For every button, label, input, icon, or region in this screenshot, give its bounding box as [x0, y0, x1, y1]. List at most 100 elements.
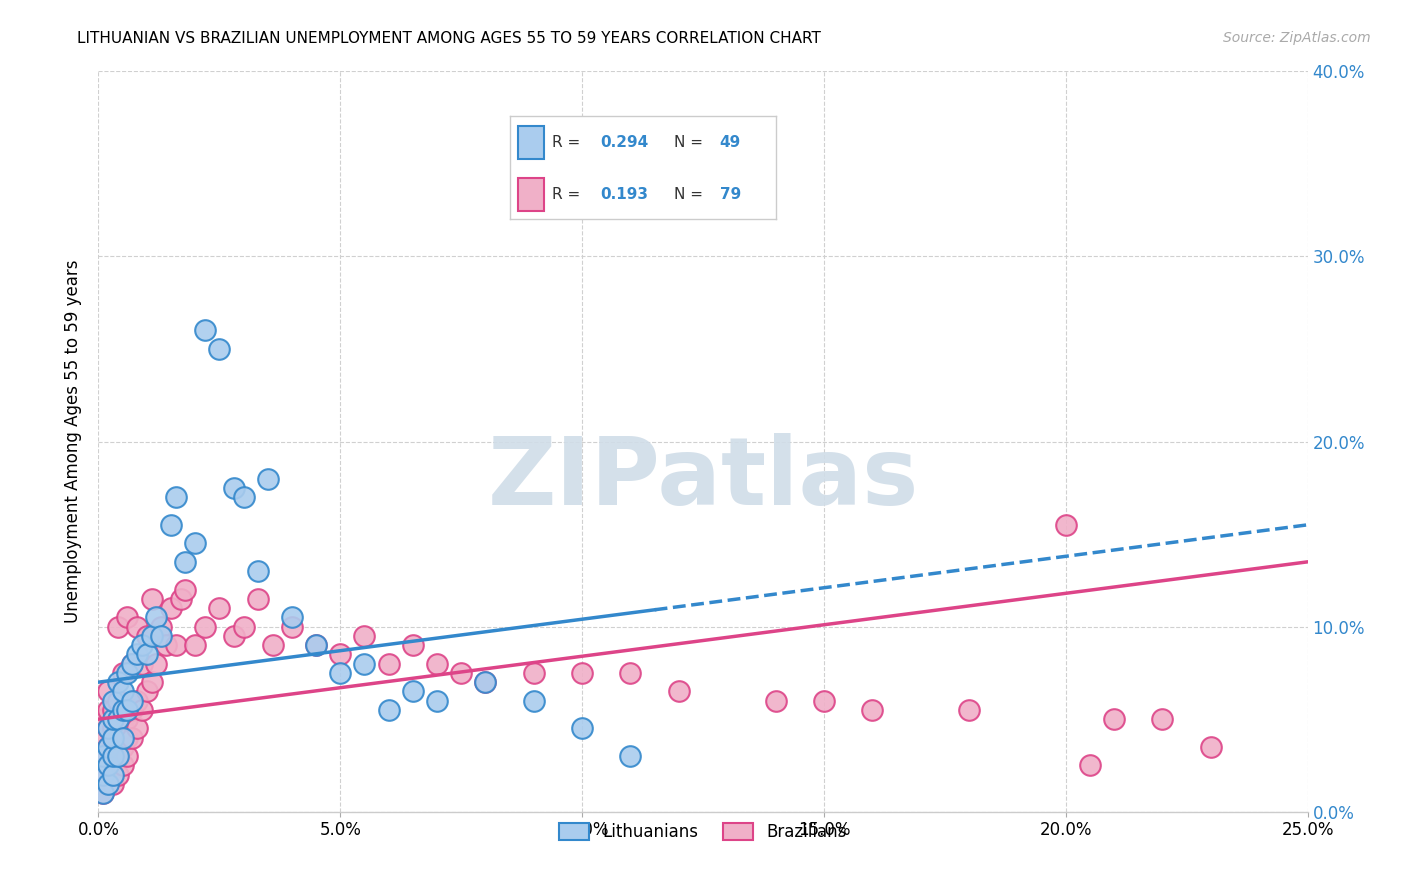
Point — [97, 722, 120, 736]
Point — [101, 767, 124, 781]
Point — [111, 739, 134, 754]
Point — [97, 739, 120, 754]
Point — [571, 722, 593, 736]
Point — [97, 777, 120, 791]
Point — [145, 657, 167, 671]
Point — [194, 324, 217, 338]
Point — [145, 610, 167, 624]
Point — [329, 648, 352, 662]
Point — [117, 712, 139, 726]
Point — [121, 694, 143, 708]
Point — [329, 665, 352, 680]
Point — [160, 517, 183, 532]
Point — [111, 758, 134, 772]
Point — [377, 703, 399, 717]
Point — [101, 777, 124, 791]
Point — [107, 749, 129, 764]
Point — [111, 722, 134, 736]
Point — [121, 731, 143, 745]
Point — [281, 619, 304, 633]
Text: Source: ZipAtlas.com: Source: ZipAtlas.com — [1223, 31, 1371, 45]
Point — [232, 490, 254, 504]
Point — [571, 665, 593, 680]
Point — [141, 629, 163, 643]
Point — [765, 694, 787, 708]
Point — [135, 629, 157, 643]
Point — [111, 684, 134, 698]
Point — [813, 694, 835, 708]
Point — [174, 555, 197, 569]
Point — [111, 665, 134, 680]
Point — [127, 694, 149, 708]
Legend: Lithuanians, Brazilians: Lithuanians, Brazilians — [553, 816, 853, 847]
Point — [107, 731, 129, 745]
Point — [101, 739, 124, 754]
Y-axis label: Unemployment Among Ages 55 to 59 years: Unemployment Among Ages 55 to 59 years — [65, 260, 83, 624]
Point — [155, 638, 177, 652]
Point — [474, 675, 496, 690]
Point — [101, 694, 124, 708]
Point — [668, 684, 690, 698]
Point — [305, 638, 328, 652]
Point — [101, 703, 124, 717]
Point — [107, 767, 129, 781]
Point — [97, 739, 120, 754]
Point — [107, 712, 129, 726]
Point — [91, 749, 114, 764]
Point — [111, 703, 134, 717]
Point — [107, 749, 129, 764]
Point — [101, 749, 124, 764]
Point — [107, 619, 129, 633]
Point — [127, 722, 149, 736]
Point — [281, 610, 304, 624]
Point — [377, 657, 399, 671]
Point — [169, 591, 191, 606]
Point — [150, 629, 173, 643]
Point — [127, 619, 149, 633]
Point — [402, 684, 425, 698]
Point — [523, 694, 546, 708]
Point — [256, 472, 278, 486]
Point — [184, 638, 207, 652]
Point — [141, 675, 163, 690]
Point — [262, 638, 284, 652]
Point — [97, 722, 120, 736]
Point — [121, 657, 143, 671]
Point — [121, 703, 143, 717]
Point — [247, 591, 270, 606]
Point — [107, 675, 129, 690]
Point — [1199, 739, 1222, 754]
Point — [101, 722, 124, 736]
Point — [97, 758, 120, 772]
Point — [121, 657, 143, 671]
Point — [91, 749, 114, 764]
Point — [91, 786, 114, 800]
Point — [353, 657, 375, 671]
Point — [194, 619, 217, 633]
Point — [450, 665, 472, 680]
Point — [135, 648, 157, 662]
Point — [141, 591, 163, 606]
Point — [131, 638, 153, 652]
Point — [353, 629, 375, 643]
Point — [97, 684, 120, 698]
Point — [222, 481, 245, 495]
Point — [97, 777, 120, 791]
Point — [184, 536, 207, 550]
Point — [150, 619, 173, 633]
Point — [127, 648, 149, 662]
Point — [860, 703, 883, 717]
Point — [1152, 712, 1174, 726]
Point — [402, 638, 425, 652]
Point — [91, 786, 114, 800]
Point — [208, 601, 231, 615]
Point — [135, 684, 157, 698]
Point — [117, 749, 139, 764]
Point — [232, 619, 254, 633]
Point — [619, 749, 641, 764]
Point — [97, 758, 120, 772]
Point — [474, 675, 496, 690]
Point — [97, 703, 120, 717]
Point — [165, 490, 187, 504]
Point — [208, 342, 231, 356]
